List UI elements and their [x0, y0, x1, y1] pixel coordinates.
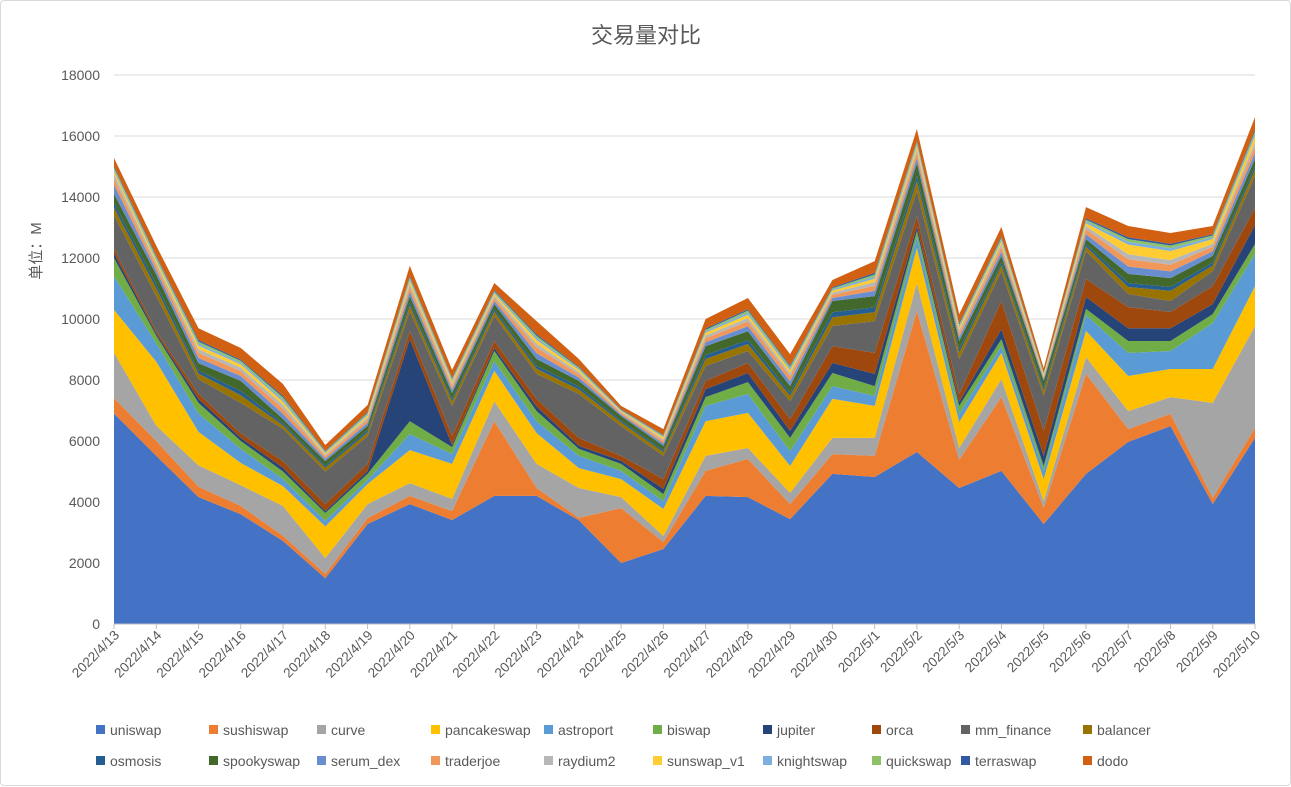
legend-swatch: [544, 725, 553, 734]
legend-label: traderjoe: [445, 753, 500, 769]
legend-label: mm_finance: [975, 722, 1051, 738]
legend-swatch: [1083, 725, 1092, 734]
legend-item-osmosis: osmosis: [96, 753, 161, 769]
y-tick-label: 12000: [61, 250, 100, 266]
x-tick-label: 2022/5/1: [835, 628, 883, 676]
legend-item-raydium2: raydium2: [544, 753, 616, 769]
legend-label: quickswap: [886, 753, 952, 769]
x-tick-label: 2022/5/6: [1046, 628, 1094, 676]
legend-item-knightswap: knightswap: [763, 753, 847, 769]
legend-label: biswap: [667, 722, 711, 738]
x-tick-label: 2022/5/4: [962, 627, 1010, 675]
legend-swatch: [544, 756, 553, 765]
legend-swatch: [317, 756, 326, 765]
legend-swatch: [763, 756, 772, 765]
legend-label: orca: [886, 722, 913, 738]
legend-label: osmosis: [110, 753, 161, 769]
legend-swatch: [431, 756, 440, 765]
legend-item-orca: orca: [872, 722, 913, 738]
legend-item-jupiter: jupiter: [763, 722, 815, 738]
legend-item-serum-dex: serum_dex: [317, 753, 400, 769]
legend-item-mm-finance: mm_finance: [961, 722, 1051, 738]
legend-item-biswap: biswap: [653, 722, 711, 738]
legend-label: pancakeswap: [445, 722, 531, 738]
legend-swatch: [872, 725, 881, 734]
legend-swatch: [653, 725, 662, 734]
legend-swatch: [209, 725, 218, 734]
area-curve: [114, 283, 1255, 574]
legend-swatch: [653, 756, 662, 765]
legend-item-uniswap: uniswap: [96, 722, 162, 738]
y-tick-label: 2000: [69, 555, 100, 571]
legend-label: spookyswap: [223, 753, 300, 769]
y-tick-label: 6000: [69, 433, 100, 449]
legend-swatch: [96, 725, 105, 734]
legend-item-traderjoe: traderjoe: [431, 753, 500, 769]
legend-item-sunswap-v1: sunswap_v1: [653, 753, 745, 769]
legend-label: sunswap_v1: [667, 753, 745, 769]
legend-item-curve: curve: [317, 722, 365, 738]
legend-item-spookyswap: spookyswap: [209, 753, 300, 769]
y-tick-label: 10000: [61, 311, 100, 327]
legend-item-pancakeswap: pancakeswap: [431, 722, 531, 738]
legend-item-quickswap: quickswap: [872, 753, 952, 769]
legend-label: astroport: [558, 722, 613, 738]
legend-swatch: [1083, 756, 1092, 765]
y-tick-label: 0: [92, 616, 100, 632]
x-tick-label: 2022/5/5: [1004, 628, 1052, 676]
area-uniswap: [114, 413, 1255, 624]
y-tick-label: 4000: [69, 494, 100, 510]
legend-swatch: [872, 756, 881, 765]
legend: uniswap sushiswap curve pancakeswap astropor…: [96, 722, 1151, 769]
legend-label: sushiswap: [223, 722, 289, 738]
legend-label: dodo: [1097, 753, 1128, 769]
y-tick-label: 16000: [61, 128, 100, 144]
legend-swatch: [209, 756, 218, 765]
legend-item-astroport: astroport: [544, 722, 613, 738]
y-tick-label: 18000: [61, 67, 100, 83]
x-tick-label: 2022/5/3: [920, 628, 968, 676]
legend-item-balancer: balancer: [1083, 722, 1151, 738]
legend-label: raydium2: [558, 753, 616, 769]
legend-item-terraswap: terraswap: [961, 753, 1037, 769]
areas: [114, 117, 1255, 624]
legend-swatch: [961, 756, 970, 765]
area-astroport: [114, 237, 1255, 527]
legend-label: serum_dex: [331, 753, 400, 769]
legend-label: jupiter: [776, 722, 815, 738]
legend-label: knightswap: [777, 753, 847, 769]
legend-item-sushiswap: sushiswap: [209, 722, 289, 738]
x-tick-label: 2022/5/2: [877, 628, 925, 676]
chart-title: 交易量对比: [591, 23, 701, 48]
area-pancakeswap: [114, 247, 1255, 559]
legend-label: uniswap: [110, 722, 162, 738]
legend-swatch: [763, 725, 772, 734]
y-tick-label: 8000: [69, 372, 100, 388]
legend-label: balancer: [1097, 722, 1151, 738]
x-tick-label: 2022/5/7: [1089, 628, 1137, 676]
legend-item-dodo: dodo: [1083, 753, 1128, 769]
y-tick-label: 14000: [61, 189, 100, 205]
legend-swatch: [961, 725, 970, 734]
legend-label: terraswap: [975, 753, 1037, 769]
legend-swatch: [317, 725, 326, 734]
y-axis-label: 单位：M: [28, 222, 45, 280]
legend-swatch: [96, 756, 105, 765]
legend-label: curve: [331, 722, 365, 738]
legend-swatch: [431, 725, 440, 734]
x-tick-label: 2022/5/8: [1131, 628, 1179, 676]
